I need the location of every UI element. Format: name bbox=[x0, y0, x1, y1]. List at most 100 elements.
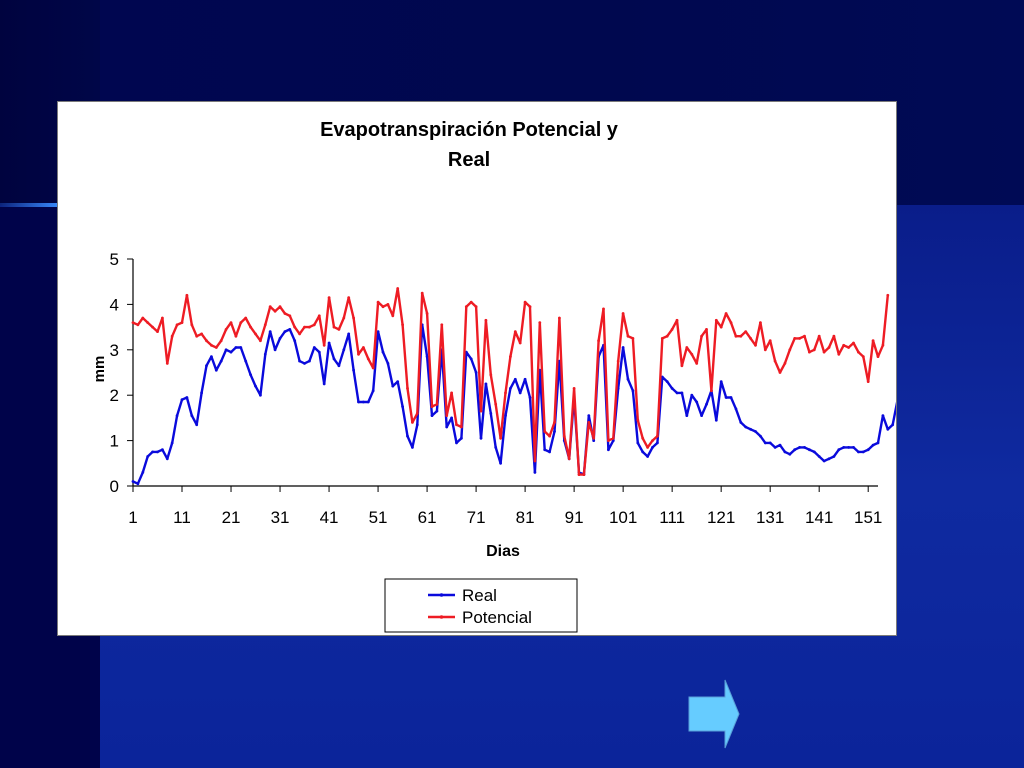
data-point-potencial bbox=[293, 325, 297, 329]
data-point-potencial bbox=[577, 473, 581, 476]
next-arrow-button[interactable] bbox=[688, 679, 740, 749]
decorative-glow-line bbox=[0, 203, 60, 207]
data-point-potencial bbox=[195, 334, 199, 338]
data-point-real bbox=[763, 441, 767, 445]
data-point-potencial bbox=[660, 337, 664, 340]
data-point-potencial bbox=[494, 402, 498, 406]
data-point-potencial bbox=[719, 325, 723, 329]
data-point-potencial bbox=[371, 366, 375, 370]
data-point-potencial bbox=[690, 352, 694, 356]
data-point-real bbox=[455, 441, 458, 445]
data-point-potencial bbox=[464, 305, 468, 309]
x-tick-label: 31 bbox=[271, 508, 290, 527]
data-point-real bbox=[151, 450, 154, 454]
data-point-real bbox=[180, 398, 184, 402]
y-tick-label: 0 bbox=[110, 477, 119, 496]
data-point-potencial bbox=[783, 362, 787, 365]
data-point-real bbox=[817, 455, 821, 458]
data-point-real bbox=[259, 393, 262, 397]
data-point-real bbox=[729, 396, 733, 399]
data-point-real bbox=[165, 457, 169, 461]
legend-potencial-label: Potencial bbox=[462, 608, 532, 627]
data-point-potencial bbox=[744, 330, 748, 333]
data-point-potencial bbox=[224, 328, 228, 331]
data-point-real bbox=[656, 441, 659, 445]
data-point-potencial bbox=[523, 300, 527, 304]
data-point-potencial bbox=[852, 341, 855, 345]
series-points-real bbox=[131, 323, 895, 486]
data-point-potencial bbox=[151, 325, 154, 329]
data-point-potencial bbox=[592, 436, 596, 440]
data-point-potencial bbox=[670, 328, 674, 331]
data-point-potencial bbox=[479, 409, 483, 413]
data-point-potencial bbox=[352, 316, 355, 320]
data-point-real bbox=[312, 346, 316, 349]
data-point-real bbox=[141, 471, 145, 474]
data-point-real bbox=[670, 387, 674, 390]
data-point-potencial bbox=[886, 293, 890, 297]
data-point-real bbox=[812, 450, 816, 454]
data-point-real bbox=[587, 414, 591, 417]
data-point-real bbox=[288, 328, 292, 331]
data-point-potencial bbox=[812, 348, 816, 352]
data-point-real bbox=[504, 414, 507, 417]
data-point-real bbox=[857, 450, 860, 454]
data-point-potencial bbox=[866, 380, 870, 383]
data-point-potencial bbox=[332, 325, 336, 329]
x-tick-label: 101 bbox=[609, 508, 637, 527]
data-point-real bbox=[518, 391, 522, 395]
data-point-real bbox=[386, 362, 390, 365]
data-point-real bbox=[852, 446, 855, 449]
data-point-real bbox=[705, 402, 708, 406]
data-point-potencial bbox=[357, 352, 360, 356]
data-point-potencial bbox=[646, 446, 649, 449]
data-point-potencial bbox=[165, 362, 169, 365]
data-point-potencial bbox=[406, 387, 409, 390]
data-point-potencial bbox=[587, 421, 591, 424]
data-point-real bbox=[509, 387, 512, 390]
legend-potencial-marker bbox=[439, 615, 444, 619]
data-point-real bbox=[366, 400, 370, 404]
data-point-real bbox=[234, 346, 238, 349]
data-point-real bbox=[543, 448, 547, 452]
y-tick-label: 2 bbox=[110, 386, 119, 405]
data-point-real bbox=[131, 480, 135, 483]
data-point-real bbox=[680, 391, 684, 395]
data-point-real bbox=[161, 448, 164, 452]
data-point-real bbox=[411, 446, 414, 449]
data-point-potencial bbox=[773, 359, 777, 363]
data-point-real bbox=[646, 455, 649, 458]
data-point-potencial bbox=[298, 332, 301, 336]
data-point-potencial bbox=[675, 318, 679, 322]
data-point-potencial bbox=[391, 314, 395, 318]
data-point-real bbox=[146, 455, 150, 458]
data-point-potencial bbox=[278, 305, 282, 309]
data-point-potencial bbox=[376, 300, 380, 304]
data-point-potencial bbox=[538, 321, 542, 324]
data-point-real bbox=[401, 405, 404, 408]
data-point-real bbox=[719, 380, 723, 383]
data-point-potencial bbox=[827, 346, 831, 349]
data-point-real bbox=[631, 389, 635, 393]
data-point-potencial bbox=[847, 346, 850, 349]
data-point-real bbox=[842, 446, 846, 449]
data-point-potencial bbox=[244, 316, 248, 320]
data-point-potencial bbox=[381, 305, 385, 309]
data-point-potencial bbox=[219, 339, 223, 343]
x-tick-label: 151 bbox=[854, 508, 882, 527]
data-point-potencial bbox=[337, 328, 341, 331]
data-point-real bbox=[229, 350, 233, 354]
data-point-potencial bbox=[268, 305, 272, 309]
data-point-potencial bbox=[788, 348, 792, 352]
data-point-real bbox=[793, 448, 797, 452]
x-tick-label: 141 bbox=[805, 508, 833, 527]
right-arrow-icon[interactable] bbox=[688, 679, 740, 749]
data-point-real bbox=[690, 393, 694, 397]
data-point-real bbox=[406, 434, 409, 438]
series-line-real bbox=[132, 323, 896, 485]
data-point-potencial bbox=[881, 343, 885, 347]
data-point-potencial bbox=[175, 323, 179, 327]
legend-real-label: Real bbox=[462, 586, 497, 605]
